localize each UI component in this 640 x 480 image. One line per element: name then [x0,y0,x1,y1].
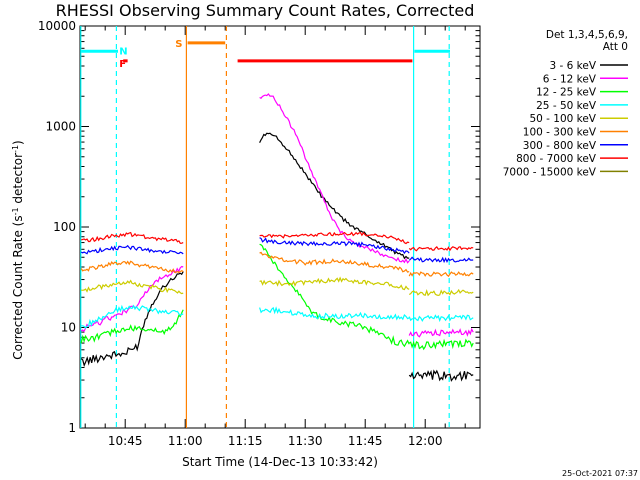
legend-entry-label: 100 - 300 keV [523,127,597,139]
series-line [80,265,184,333]
y-tick-label: 1 [68,421,76,435]
y-tick-label: 1000 [45,120,76,134]
series-line [259,237,410,255]
chart-title: RHESSI Observing Summary Count Rates, Co… [56,1,475,20]
series-line [408,369,474,382]
y-axis-label: Corrected Count Rate (s-1 detector-1) [11,140,26,359]
x-axis-label: Start Time (14-Dec-13 10:33:42) [182,455,378,469]
series-line [408,271,474,278]
legend-entry-label: 50 - 100 keV [529,113,596,125]
series-line [408,288,474,297]
plot-area: 1 10 100 1000 10000 10:45 11:00 11:15 11:30 11:45… [38,19,481,448]
series-line [259,243,410,348]
svg-text:Corrected Count Rate (s-1 dete: Corrected Count Rate (s-1 detector-1) [11,140,26,359]
series-line [408,338,474,351]
timestamp: 25-Oct-2021 07:37 [562,469,638,478]
series-line [259,93,410,264]
y-label-end: ) [11,140,25,145]
series-line [259,251,410,273]
series-line [81,231,184,244]
x-tick-label: 10:45 [108,434,143,448]
y-tick-label: 100 [53,220,76,234]
legend-entry-label: 25 - 50 keV [536,100,597,112]
series-line [80,244,184,255]
flag-label: N [119,47,127,58]
x-tick-label: 12:00 [408,434,443,448]
series-line [80,309,184,344]
series-line [80,260,184,274]
series-line [259,276,410,291]
x-tick-label: 11:45 [348,434,383,448]
legend-header: Det 1,3,4,5,6,9, [546,29,628,41]
series-line [408,256,474,264]
flag-label: F [119,59,126,70]
x-tick-label: 11:00 [168,434,203,448]
series-line [408,245,474,252]
series-line [80,271,184,368]
legend-entry-label: 3 - 6 keV [549,60,596,72]
series-line [259,306,410,321]
legend-entry-label: 300 - 800 keV [523,140,597,152]
y-tick-label: 10 [61,321,76,335]
plot-frame [79,25,481,429]
series-line [259,231,410,245]
x-tick-label: 11:15 [228,434,263,448]
legend-entry-label: 12 - 25 keV [536,87,597,99]
series-line [259,132,410,260]
legend-entry-label: 7000 - 15000 keV [503,166,597,178]
y-label-exponent-2: -1 [11,145,20,153]
series-line [81,304,184,329]
y-label-tail: detector [11,153,25,208]
legend-header: Att 0 [603,41,628,53]
y-label-exponent-1: -1 [11,207,20,215]
legend-entry-label: 800 - 7000 keV [516,153,597,165]
y-label-main: Corrected Count Rate (s [11,215,25,359]
y-tick-label: 10000 [38,19,76,33]
series-line [408,327,474,338]
series-line [408,314,474,323]
legend-entry-label: 6 - 12 keV [543,73,597,85]
flag-label: S [175,39,182,50]
series-line [81,279,184,295]
x-tick-label: 11:30 [288,434,323,448]
